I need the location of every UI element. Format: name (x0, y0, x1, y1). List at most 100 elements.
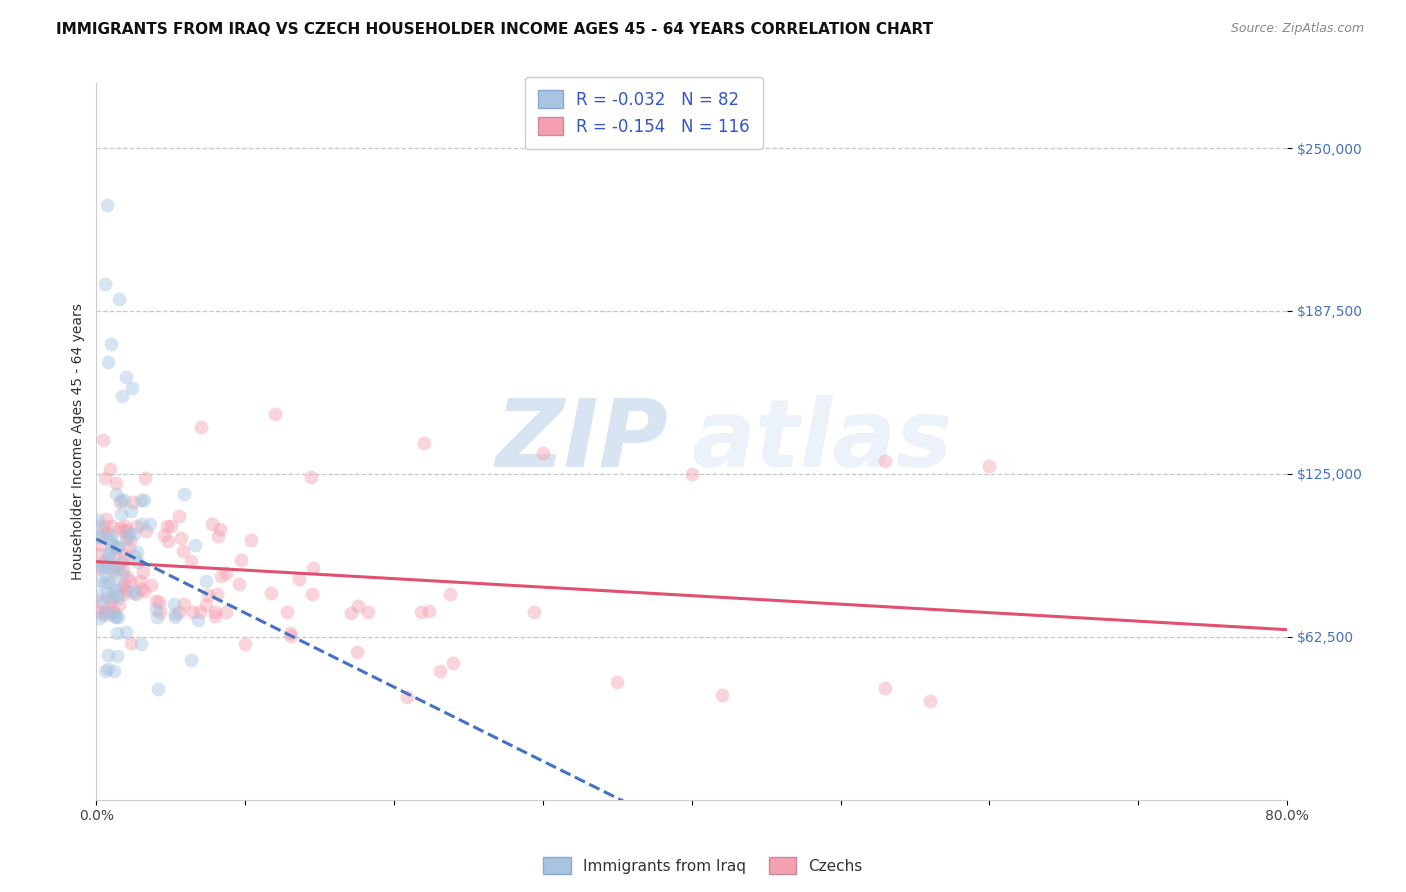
Point (395, 690, 418, 705)
Point (125, 544, 148, 558)
Point (112, 587, 135, 601)
Point (228, 576, 250, 591)
Point (710, 689, 733, 703)
Point (87, 561, 110, 575)
Point (120, 504, 142, 518)
Point (173, 597, 195, 611)
Point (97, 590, 120, 604)
Point (97, 603, 120, 617)
Point (215, 566, 238, 581)
Point (94, 559, 117, 574)
Point (97, 662, 120, 676)
Point (112, 563, 135, 577)
Point (108, 599, 131, 613)
Point (145, 593, 167, 607)
Point (112, 492, 135, 507)
Point (101, 605, 124, 619)
Point (111, 524, 134, 539)
Point (120, 533, 142, 548)
Point (418, 604, 440, 618)
Point (114, 519, 136, 533)
Point (979, 458, 1001, 473)
Point (276, 605, 298, 619)
Point (93, 608, 115, 623)
Point (107, 591, 129, 606)
Point (209, 569, 232, 583)
Text: ZIP: ZIP (495, 395, 668, 487)
Point (87, 513, 110, 527)
Point (215, 605, 238, 619)
Point (115, 570, 138, 584)
Point (288, 573, 311, 587)
Point (157, 534, 180, 549)
Text: Source: ZipAtlas.com: Source: ZipAtlas.com (1230, 22, 1364, 36)
Point (91, 558, 114, 572)
Point (173, 487, 195, 501)
Point (170, 531, 193, 545)
Point (122, 585, 145, 599)
Point (412, 435, 434, 450)
Point (280, 629, 302, 643)
Point (129, 582, 152, 596)
Text: atlas: atlas (692, 395, 953, 487)
Point (167, 509, 190, 524)
Point (195, 574, 218, 589)
Point (97, 355, 120, 369)
Point (153, 528, 176, 542)
Point (101, 590, 124, 604)
Point (105, 475, 128, 490)
Legend: R = -0.032   N = 82, R = -0.154   N = 116: R = -0.032 N = 82, R = -0.154 N = 116 (524, 77, 763, 149)
Point (91, 596, 114, 610)
Point (129, 492, 152, 507)
Point (105, 541, 128, 555)
Point (197, 588, 219, 602)
Point (97, 648, 120, 662)
Point (278, 626, 301, 640)
Point (103, 559, 125, 574)
Point (89, 530, 111, 544)
Point (260, 586, 283, 600)
Point (132, 584, 155, 599)
Point (97, 550, 120, 565)
Point (875, 681, 897, 695)
Point (118, 541, 141, 555)
Point (90, 530, 112, 544)
Point (302, 561, 325, 575)
Point (96, 571, 118, 585)
Point (93, 605, 115, 619)
Point (105, 540, 128, 554)
Point (115, 524, 138, 538)
Point (98, 607, 121, 622)
Point (194, 599, 217, 613)
Point (87, 610, 110, 624)
Point (103, 583, 125, 598)
Point (118, 527, 141, 541)
Point (875, 454, 897, 468)
Point (188, 605, 211, 619)
Point (100, 533, 122, 547)
Point (204, 608, 226, 623)
Point (111, 552, 134, 566)
Point (120, 636, 142, 650)
Point (103, 664, 125, 678)
Point (96, 585, 118, 599)
Point (93, 605, 115, 619)
Point (105, 649, 128, 664)
Point (96, 525, 118, 540)
Point (100, 564, 122, 578)
Point (107, 610, 129, 624)
Point (606, 675, 628, 690)
Point (201, 516, 224, 531)
Point (209, 522, 232, 536)
Point (94, 664, 117, 678)
Point (120, 574, 142, 589)
Point (121, 381, 143, 395)
Text: IMMIGRANTS FROM IRAQ VS CZECH HOUSEHOLDER INCOME AGES 45 - 64 YEARS CORRELATION : IMMIGRANTS FROM IRAQ VS CZECH HOUSEHOLDE… (56, 22, 934, 37)
Point (96, 198, 118, 212)
Point (98, 576, 121, 591)
Point (204, 605, 226, 619)
Point (159, 519, 181, 533)
Point (125, 587, 148, 601)
Point (107, 292, 129, 306)
Point (114, 583, 136, 598)
